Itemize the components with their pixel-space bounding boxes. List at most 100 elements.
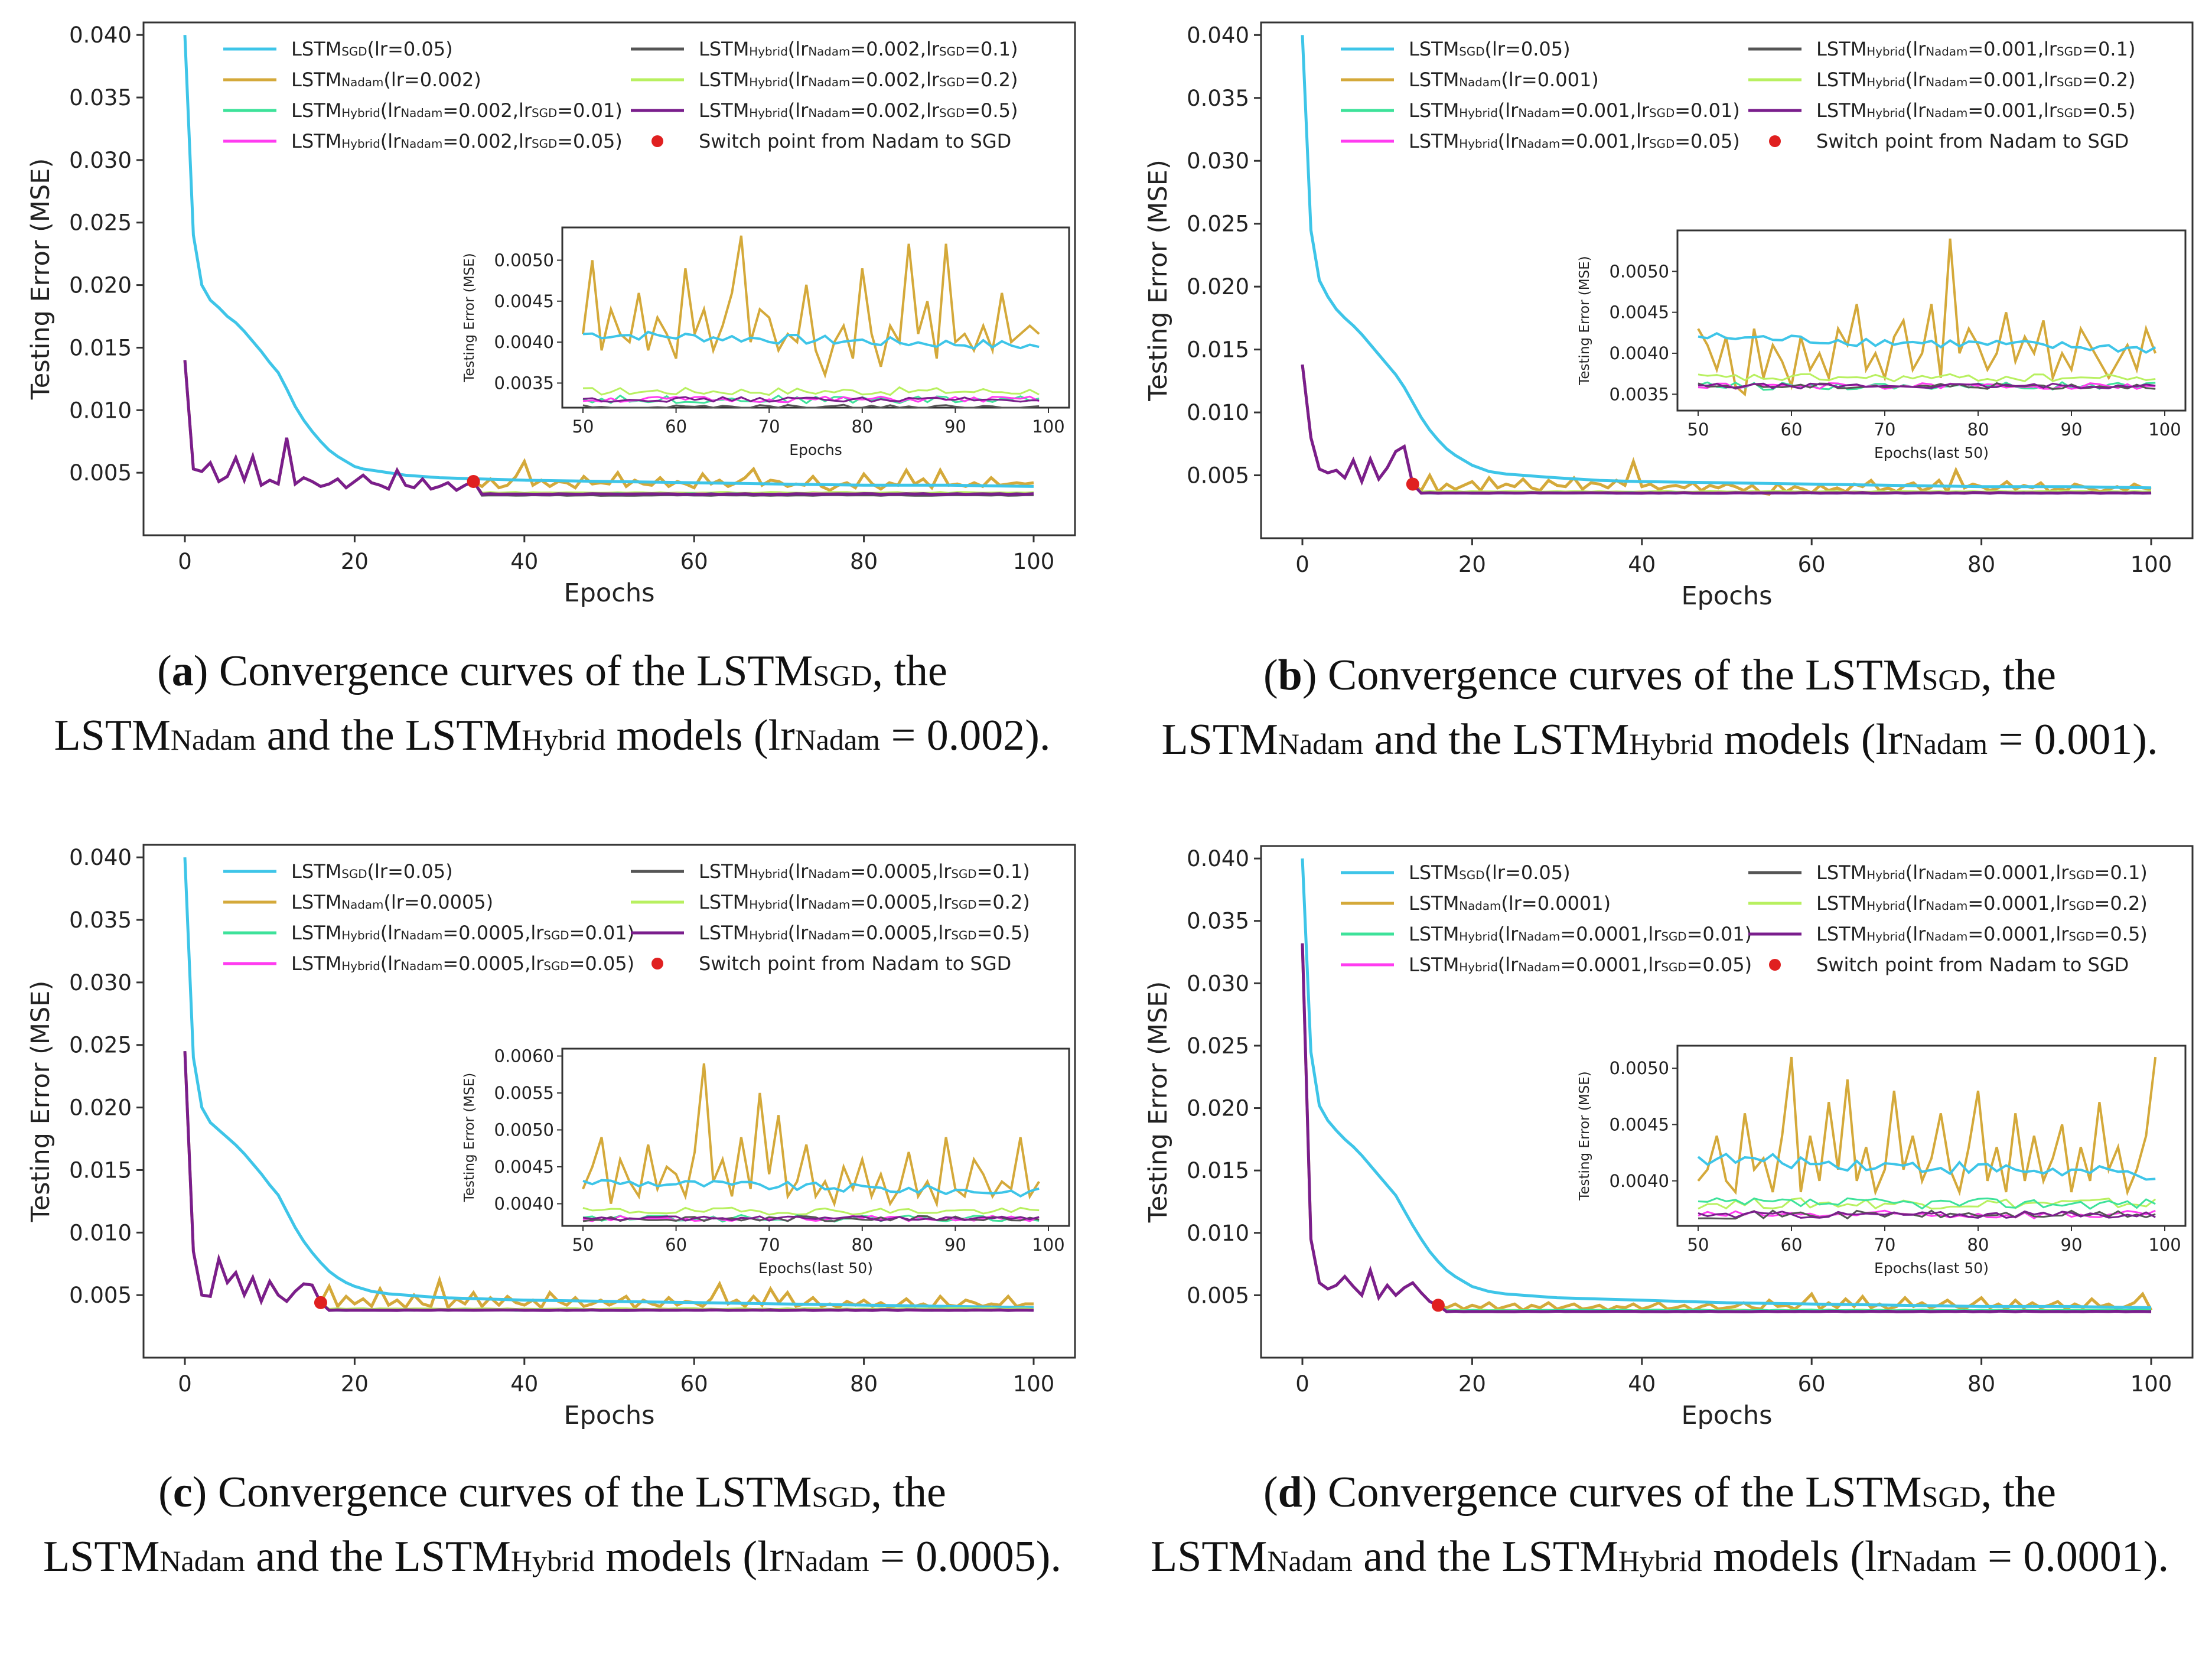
legend-rest: =0.1) (2094, 861, 2148, 884)
inset-y-tick-label: 0.0045 (494, 291, 554, 311)
y-tick-label: 0.030 (1187, 148, 1249, 174)
legend-rest: (lr (788, 891, 809, 913)
y-tick-label: 0.035 (1187, 909, 1249, 934)
legend-h005-label: LSTMHybrid(lrNadam=0.002,lrSGD=0.05) (291, 130, 623, 152)
legend-h005-label: LSTMHybrid(lrNadam=0.0005,lrSGD=0.05) (291, 952, 634, 975)
legend-rest: (lr (788, 69, 809, 91)
inset-x-tick-label: 70 (1874, 1235, 1896, 1255)
inset-frame (1676, 1045, 2187, 1227)
series-h05-line (1301, 364, 2152, 495)
y-tick-label: 0.015 (69, 1157, 132, 1183)
legend-main: LSTM (1816, 892, 1866, 915)
x-tick-label: 100 (1013, 1371, 1055, 1397)
panel-d: 0.005 0.010 0.015 0.020 0.025 0.030 0.035 0.040… (1144, 845, 2194, 1430)
legend-sub: Hybrid (749, 898, 787, 912)
inset-h05-line (1698, 382, 2156, 390)
legend-main: LSTM (1409, 861, 1459, 884)
legend-sub: Hybrid (749, 929, 787, 942)
caption-text: models (lr (1702, 1533, 1892, 1581)
inset-x-tick-label: 80 (1967, 1235, 1989, 1255)
legend-sub: Hybrid (1866, 106, 1905, 120)
y-tick-label: 0.005 (69, 1283, 132, 1308)
legend-rest: =0.0005,lr (850, 860, 952, 883)
x-axis-label: Epochs (1681, 581, 1772, 611)
panel-a: 0.005 0.010 0.015 0.020 0.025 0.030 0.035 0.040… (26, 21, 1076, 608)
series-sgd-line (1301, 858, 2152, 1309)
legend-sub: SGD (939, 45, 965, 58)
legend-sub: Nadam (808, 898, 850, 912)
x-tick-label: 60 (1798, 1371, 1826, 1397)
inset-h005-line (582, 395, 1040, 404)
legend-main: LSTM (291, 860, 341, 883)
legend-sub: Nadam (1926, 45, 1967, 58)
legend-sub: Nadam (400, 137, 442, 151)
legend-rest: =0.0001,lr (1560, 954, 1662, 976)
legend-sub: Hybrid (1459, 137, 1497, 151)
inset-sgd-line (582, 1179, 1040, 1198)
legend-main: LSTM (291, 99, 341, 122)
inset: 0.0040 0.0045 0.0050 50 60 70 80 90 100 Epochs(la… (1577, 1045, 2187, 1277)
inset-x-axis-label: Epochs(last 50) (758, 1260, 873, 1277)
inset-nadam-line (1697, 1056, 2157, 1196)
x-axis-label: Epochs (1681, 1401, 1772, 1430)
legend-rest: (lr=0.05) (367, 860, 453, 883)
legend-rest: =0.1) (977, 860, 1030, 883)
legend-sub: SGD (2057, 106, 2082, 120)
inset-y-tick-label: 0.0040 (494, 1194, 554, 1214)
legend-rest: =0.0001,lr (1560, 923, 1662, 945)
legend-sub: Hybrid (1459, 106, 1497, 120)
legend-sub: Hybrid (1459, 961, 1497, 974)
x-axis-label: Epochs (563, 1401, 654, 1430)
inset-sgd-line (1698, 331, 2156, 354)
legend-main: LSTM (1816, 861, 1866, 884)
legend-sub: Hybrid (341, 106, 380, 120)
inset-sgd-line (582, 330, 1040, 350)
switch-point-marker (1431, 1299, 1445, 1312)
y-tick-label: 0.020 (1187, 1096, 1249, 1121)
y-tick-label: 0.025 (1187, 212, 1249, 237)
x-tick-label: 20 (341, 1371, 369, 1397)
legend-rest: =0.001,lr (1967, 38, 2057, 60)
y-tick-label: 0.030 (69, 970, 132, 995)
y-tick-label: 0.005 (1187, 1283, 1249, 1308)
inset-y-axis-label: Testing Error (MSE) (1577, 256, 1592, 385)
inset-nadam-line (582, 235, 1040, 379)
legend-sub: SGD (1459, 45, 1484, 58)
legend-sub: Nadam (341, 76, 383, 89)
legend-switch-label: Switch point from Nadam to SGD (699, 130, 1011, 152)
inset-y-tick-label: 0.0045 (1610, 1114, 1669, 1134)
inset-x-tick-label: 70 (1874, 419, 1896, 440)
legend-main: LSTM (699, 38, 749, 60)
legend-sub: Nadam (808, 867, 850, 881)
legend-rest: =0.001,lr (1967, 99, 2057, 122)
inset-x-tick-label: 60 (1781, 419, 1803, 440)
legend-rest: =0.0005,lr (850, 891, 952, 913)
legend-sub: Hybrid (341, 929, 380, 942)
caption-letter: b (1278, 651, 1302, 700)
inset-y-tick-label: 0.0045 (1610, 302, 1669, 323)
caption-c: (c) Convergence curves of the LSTMSGD, t… (43, 1468, 1061, 1581)
legend-sub: Nadam (400, 106, 442, 120)
inset-y-axis-label: Testing Error (MSE) (462, 1073, 477, 1202)
legend-rest: =0.05) (1687, 954, 1752, 976)
inset-y-tick-label: 0.0050 (1610, 261, 1669, 281)
x-tick-label: 100 (2130, 552, 2172, 577)
legend-rest: (lr (1498, 923, 1519, 945)
caption-sub: Nadam (159, 1544, 245, 1577)
inset-h05-line (582, 396, 1040, 403)
legend-rest: =0.5) (2094, 923, 2148, 945)
legend-h01-label: LSTMHybrid(lrNadam=0.0001,lrSGD=0.1) (1816, 861, 2148, 884)
caption-text: and the LSTM (1363, 715, 1630, 764)
legend-switch-marker (651, 958, 663, 969)
inset-y-tick-label: 0.0035 (494, 373, 554, 393)
legend-sgd-label: LSTMSGD(lr=0.05) (1409, 861, 1571, 884)
legend-main: LSTM (1816, 923, 1866, 945)
inset-y-tick-label: 0.0050 (1610, 1058, 1669, 1078)
x-tick-label: 100 (1013, 549, 1055, 574)
legend-sub: SGD (1661, 930, 1686, 944)
legend-sub: Nadam (1926, 930, 1967, 944)
legend-rest: (lr (1905, 38, 1926, 60)
inset-x-tick-label: 60 (1781, 1235, 1803, 1255)
legend-main: LSTM (291, 952, 341, 975)
inset-x-tick-label: 80 (1967, 419, 1989, 440)
